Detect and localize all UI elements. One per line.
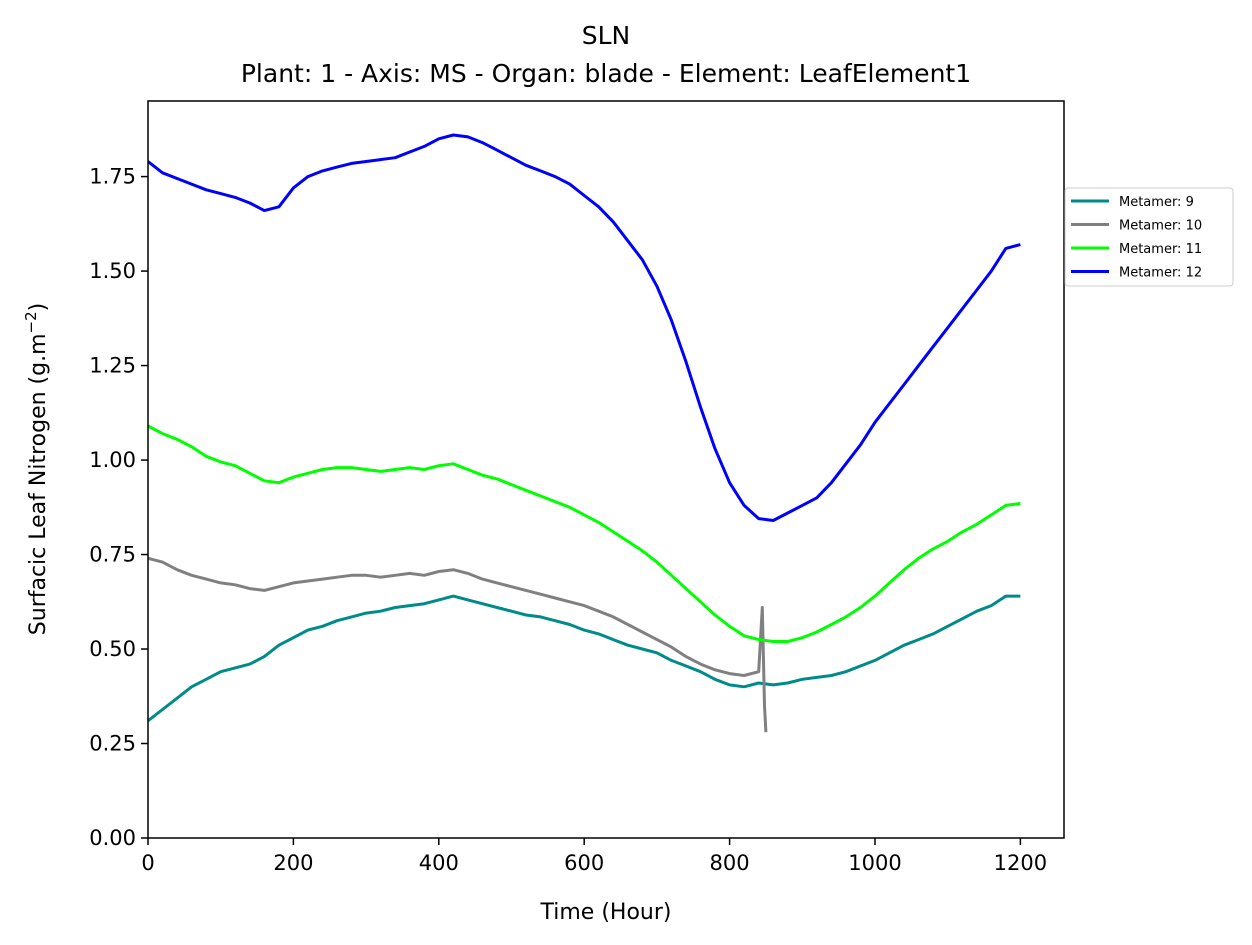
x-tick-label: 200 bbox=[273, 851, 313, 875]
x-axis-label: Time (Hour) bbox=[540, 900, 672, 925]
plot-frame bbox=[147, 100, 1065, 839]
y-axis-ticks: 0.00 0.25 0.50 0.75 1.00 1.25 1.50 1.75 bbox=[89, 165, 148, 850]
y-tick-label: 0.75 bbox=[89, 543, 136, 567]
y-axis-label: Surfacic Leaf Nitrogen (g.m−2) bbox=[22, 303, 51, 635]
y-tick-label: 1.50 bbox=[89, 259, 136, 283]
chart-title: SLN bbox=[582, 21, 631, 50]
legend-label: Metamer: 12 bbox=[1119, 266, 1202, 281]
series-line-2 bbox=[148, 556, 768, 733]
x-tick-label: 1200 bbox=[994, 851, 1047, 875]
x-tick-label: 400 bbox=[419, 851, 459, 875]
legend-label: Metamer: 11 bbox=[1119, 242, 1202, 257]
y-tick-label: 0.00 bbox=[89, 826, 136, 850]
series-line-1 bbox=[148, 594, 1021, 722]
x-tick-label: 1000 bbox=[848, 851, 901, 875]
legend-box bbox=[1064, 187, 1234, 287]
y-tick-label: 1.75 bbox=[89, 165, 136, 189]
legend-label: Metamer: 10 bbox=[1119, 219, 1202, 234]
y-axis-label-sup: −2 bbox=[22, 311, 40, 333]
y-tick-label: 0.50 bbox=[89, 637, 136, 661]
y-tick-label: 1.25 bbox=[89, 354, 136, 378]
x-tick-label: 0 bbox=[141, 851, 154, 875]
chart-subtitle: Plant: 1 - Axis: MS - Organ: blade - Ele… bbox=[241, 59, 971, 88]
legend-label: Metamer: 9 bbox=[1119, 195, 1194, 210]
x-tick-label: 800 bbox=[710, 851, 750, 875]
y-tick-label: 0.25 bbox=[89, 732, 136, 756]
legend: Metamer: 9 Metamer: 10 Metamer: 11 Metamer:… bbox=[1064, 187, 1234, 287]
series-line-3 bbox=[148, 424, 1021, 643]
x-axis-ticks: 0 200 400 600 800 1000 1200 bbox=[141, 838, 1047, 875]
plot-area bbox=[148, 101, 1064, 838]
x-tick-label: 600 bbox=[564, 851, 604, 875]
y-tick-label: 1.00 bbox=[89, 448, 136, 472]
series-line-4 bbox=[148, 133, 1021, 522]
series-lines bbox=[148, 133, 1021, 733]
